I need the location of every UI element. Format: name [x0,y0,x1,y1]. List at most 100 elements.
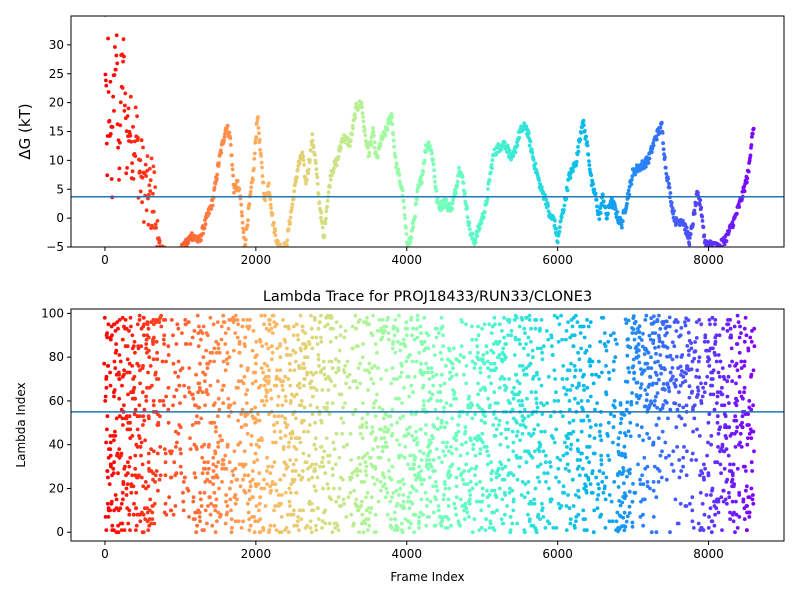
lambda-point [322,449,327,454]
lambda-point [249,407,254,412]
lambda-point [203,372,208,377]
lambda-point [740,420,744,425]
lambda-point [156,377,161,381]
lambda-point [174,445,178,449]
lambda-point [657,313,661,318]
lambda-point [497,423,501,427]
lambda-point [540,357,545,362]
delta-g-point [173,254,177,258]
lambda-point [414,436,419,440]
delta-g-point [295,167,300,172]
lambda-point [172,394,177,399]
delta-g-point [154,225,159,230]
lambda-point [382,475,387,480]
lambda-point [207,466,211,471]
delta-g-point [694,201,699,206]
lambda-point [192,329,197,333]
delta-g-point [159,248,163,252]
lambda-point [626,318,631,323]
lambda-point [181,490,185,495]
lambda-point [438,399,443,403]
lambda-point [527,519,532,524]
delta-g-point [310,138,315,143]
lambda-point [654,394,658,399]
lambda-point [242,449,247,454]
lambda-point [615,342,619,346]
lambda-point [519,493,524,497]
lambda-point [395,377,400,381]
lambda-point [511,508,516,513]
lambda-point [359,504,364,508]
lambda-point [154,339,159,344]
lambda-point [111,471,116,476]
lambda-point [431,458,436,462]
lambda-point [400,530,405,535]
lambda-point [606,420,611,425]
lambda-point [568,521,573,526]
lambda-point [408,453,413,458]
lambda-point [593,407,597,412]
lambda-point [554,427,559,432]
lambda-point [487,526,492,530]
lambda-point [608,412,613,416]
delta-g-point [692,211,697,216]
lambda-point [406,462,410,467]
lambda-point [400,477,405,482]
delta-g-point [724,239,729,244]
lambda-point [227,414,231,419]
lambda-point [510,429,515,434]
delta-g-point [597,217,602,222]
lambda-point [106,364,111,368]
lambda-point [747,495,752,500]
lambda-point [578,458,583,462]
lambda-point [442,493,446,497]
lambda-point [556,339,561,344]
lambda-point [393,396,398,401]
lambda-point [567,407,572,412]
lambda-point [449,445,453,449]
lambda-point [604,392,609,397]
delta-g-point [467,220,472,225]
lambda-point [173,504,178,508]
lambda-point [227,318,232,322]
lambda-point [713,318,718,322]
lambda-point [137,318,142,322]
lambda-point [308,423,312,427]
lambda-point [338,324,343,329]
lambda-point [287,440,291,445]
lambda-point [297,508,302,513]
delta-g-point [595,204,599,209]
lambda-point [175,322,180,327]
lambda-point [481,353,486,357]
delta-g-point [323,221,328,226]
lambda-point [521,368,526,373]
lambda-point [393,517,398,521]
lambda-point [205,521,209,526]
lambda-point [616,485,621,489]
lambda-point [711,368,716,373]
lambda-point [323,508,328,513]
lambda-point [631,481,635,486]
lambda-point [254,353,259,357]
lambda-point [689,346,694,351]
lambda-point [247,528,252,532]
lambda-point [542,471,547,476]
lambda-point [450,361,455,366]
lambda-point [406,431,411,436]
lambda-point [497,353,502,357]
lambda-point [570,477,575,482]
lambda-point [750,469,754,473]
lambda-point [261,526,265,530]
lambda-point [134,506,139,511]
lambda-point [176,374,181,379]
lambda-point [405,427,409,432]
delta-g-point [324,209,329,214]
lambda-point [592,451,597,456]
delta-g-point [562,208,566,212]
lambda-point [734,403,739,408]
lambda-point [297,381,302,386]
lambda-point [238,440,243,445]
lambda-point [334,499,338,504]
lambda-point [171,512,176,517]
lambda-point [428,396,433,401]
